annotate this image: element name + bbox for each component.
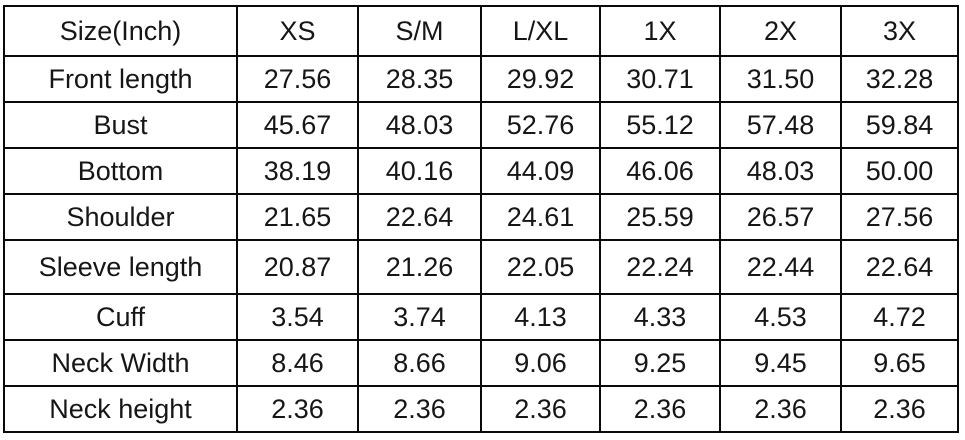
measurement-cell: 32.28 bbox=[840, 55, 959, 103]
measurement-cell: 52.76 bbox=[480, 101, 601, 149]
measurement-cell: 20.87 bbox=[236, 239, 359, 295]
table-row: Bottom 38.19 40.16 44.09 46.06 48.03 50.00 bbox=[3, 147, 959, 195]
measurement-cell: 48.03 bbox=[357, 101, 482, 149]
measurement-cell: 50.00 bbox=[840, 147, 959, 195]
measurement-cell: 8.66 bbox=[357, 339, 482, 387]
measurement-cell: 24.61 bbox=[480, 193, 601, 241]
measurement-cell: 21.65 bbox=[236, 193, 359, 241]
measurement-cell: 29.92 bbox=[480, 55, 601, 103]
measurement-cell: 3.54 bbox=[236, 293, 359, 341]
row-label-cell: Neck height bbox=[3, 385, 238, 433]
measurement-cell: 44.09 bbox=[480, 147, 601, 195]
measurement-cell: 22.64 bbox=[357, 193, 482, 241]
table-row: Cuff 3.54 3.74 4.13 4.33 4.53 4.72 bbox=[3, 293, 959, 341]
size-chart-table: Size(Inch) XS S/M L/XL 1X 2X 3X Front le… bbox=[3, 5, 959, 433]
table-row: Neck height 2.36 2.36 2.36 2.36 2.36 2.36 bbox=[3, 385, 959, 433]
row-label-cell: Bust bbox=[3, 101, 238, 149]
measurement-cell: 27.56 bbox=[840, 193, 959, 241]
measurement-cell: 3.74 bbox=[357, 293, 482, 341]
table-row: Sleeve length 20.87 21.26 22.05 22.24 22.44 22… bbox=[3, 239, 959, 295]
measurement-cell: 9.06 bbox=[480, 339, 601, 387]
unit-header-cell: Size(Inch) bbox=[3, 5, 238, 57]
measurement-cell: 22.64 bbox=[840, 239, 959, 295]
table-row: Bust 45.67 48.03 52.76 55.12 57.48 59.84 bbox=[3, 101, 959, 149]
column-header-cell: XS bbox=[236, 5, 359, 57]
measurement-cell: 25.59 bbox=[599, 193, 721, 241]
measurement-cell: 9.65 bbox=[840, 339, 959, 387]
table-row: Front length 27.56 28.35 29.92 30.71 31.50 32.… bbox=[3, 55, 959, 103]
measurement-cell: 2.36 bbox=[236, 385, 359, 433]
column-header-cell: L/XL bbox=[480, 5, 601, 57]
table-body: Front length 27.56 28.35 29.92 30.71 31.50 32.… bbox=[3, 55, 959, 433]
measurement-cell: 4.33 bbox=[599, 293, 721, 341]
column-header-cell: 1X bbox=[599, 5, 721, 57]
measurement-cell: 46.06 bbox=[599, 147, 721, 195]
measurement-cell: 2.36 bbox=[599, 385, 721, 433]
column-header-cell: 3X bbox=[840, 5, 959, 57]
table-row: Neck Width 8.46 8.66 9.06 9.25 9.45 9.65 bbox=[3, 339, 959, 387]
measurement-cell: 21.26 bbox=[357, 239, 482, 295]
table-row: Shoulder 21.65 22.64 24.61 25.59 26.57 27.56 bbox=[3, 193, 959, 241]
header-row: Size(Inch) XS S/M L/XL 1X 2X 3X bbox=[3, 5, 959, 57]
measurement-cell: 22.24 bbox=[599, 239, 721, 295]
measurement-cell: 4.13 bbox=[480, 293, 601, 341]
row-label-cell: Bottom bbox=[3, 147, 238, 195]
measurement-cell: 30.71 bbox=[599, 55, 721, 103]
measurement-cell: 2.36 bbox=[357, 385, 482, 433]
measurement-cell: 45.67 bbox=[236, 101, 359, 149]
column-header-cell: 2X bbox=[719, 5, 842, 57]
measurement-cell: 9.45 bbox=[719, 339, 842, 387]
measurement-cell: 2.36 bbox=[840, 385, 959, 433]
measurement-cell: 59.84 bbox=[840, 101, 959, 149]
measurement-cell: 27.56 bbox=[236, 55, 359, 103]
measurement-cell: 4.53 bbox=[719, 293, 842, 341]
row-label-cell: Cuff bbox=[3, 293, 238, 341]
measurement-cell: 26.57 bbox=[719, 193, 842, 241]
measurement-cell: 31.50 bbox=[719, 55, 842, 103]
measurement-cell: 48.03 bbox=[719, 147, 842, 195]
row-label-cell: Front length bbox=[3, 55, 238, 103]
measurement-cell: 22.05 bbox=[480, 239, 601, 295]
row-label-cell: Shoulder bbox=[3, 193, 238, 241]
measurement-cell: 40.16 bbox=[357, 147, 482, 195]
column-header-cell: S/M bbox=[357, 5, 482, 57]
measurement-cell: 2.36 bbox=[480, 385, 601, 433]
measurement-cell: 57.48 bbox=[719, 101, 842, 149]
measurement-cell: 38.19 bbox=[236, 147, 359, 195]
measurement-cell: 9.25 bbox=[599, 339, 721, 387]
measurement-cell: 22.44 bbox=[719, 239, 842, 295]
measurement-cell: 28.35 bbox=[357, 55, 482, 103]
measurement-cell: 2.36 bbox=[719, 385, 842, 433]
row-label-cell: Sleeve length bbox=[3, 239, 238, 295]
measurement-cell: 4.72 bbox=[840, 293, 959, 341]
row-label-cell: Neck Width bbox=[3, 339, 238, 387]
measurement-cell: 55.12 bbox=[599, 101, 721, 149]
measurement-cell: 8.46 bbox=[236, 339, 359, 387]
